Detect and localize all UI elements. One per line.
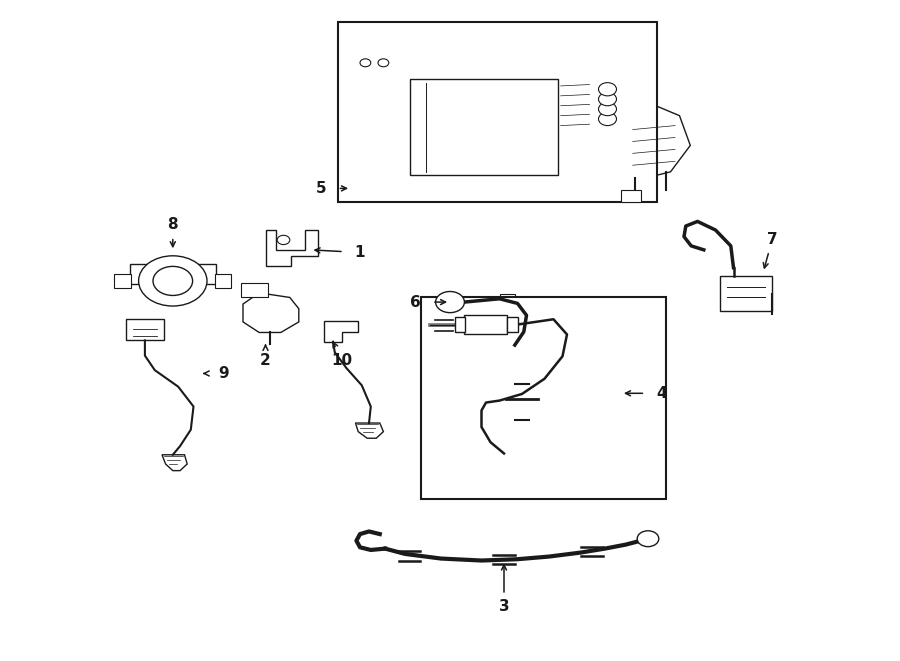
Polygon shape xyxy=(324,321,358,342)
Bar xyxy=(621,190,641,202)
Polygon shape xyxy=(162,455,187,471)
Bar xyxy=(507,317,517,332)
Polygon shape xyxy=(243,293,299,332)
Text: 1: 1 xyxy=(355,245,365,260)
Bar xyxy=(454,317,465,332)
Polygon shape xyxy=(349,54,408,79)
Text: 7: 7 xyxy=(767,232,778,247)
Bar xyxy=(421,297,666,499)
Text: 2: 2 xyxy=(260,353,271,368)
Bar xyxy=(114,274,130,288)
Bar xyxy=(126,319,164,340)
Circle shape xyxy=(277,235,290,245)
Circle shape xyxy=(153,266,193,295)
Circle shape xyxy=(598,83,616,96)
Bar xyxy=(130,264,216,284)
Text: 9: 9 xyxy=(218,366,229,381)
Text: 10: 10 xyxy=(331,353,353,368)
Circle shape xyxy=(598,93,616,106)
Polygon shape xyxy=(626,102,690,178)
Polygon shape xyxy=(266,230,318,266)
Bar xyxy=(464,315,507,334)
Text: 8: 8 xyxy=(167,217,178,232)
Circle shape xyxy=(360,59,371,67)
Circle shape xyxy=(637,531,659,547)
Polygon shape xyxy=(558,61,594,136)
Text: 3: 3 xyxy=(499,600,509,614)
Polygon shape xyxy=(356,423,383,438)
Polygon shape xyxy=(511,394,533,414)
Circle shape xyxy=(598,112,616,126)
Text: 6: 6 xyxy=(410,295,421,309)
Circle shape xyxy=(378,59,389,67)
Text: 5: 5 xyxy=(316,181,327,196)
Polygon shape xyxy=(410,61,594,79)
Text: 4: 4 xyxy=(656,386,667,401)
Bar xyxy=(338,22,657,202)
Bar xyxy=(410,79,558,175)
Polygon shape xyxy=(500,294,515,309)
Bar xyxy=(241,283,268,297)
Circle shape xyxy=(139,256,207,306)
Bar xyxy=(215,274,231,288)
Circle shape xyxy=(436,292,464,313)
Circle shape xyxy=(598,102,616,116)
Bar xyxy=(720,276,772,311)
Polygon shape xyxy=(558,61,594,175)
